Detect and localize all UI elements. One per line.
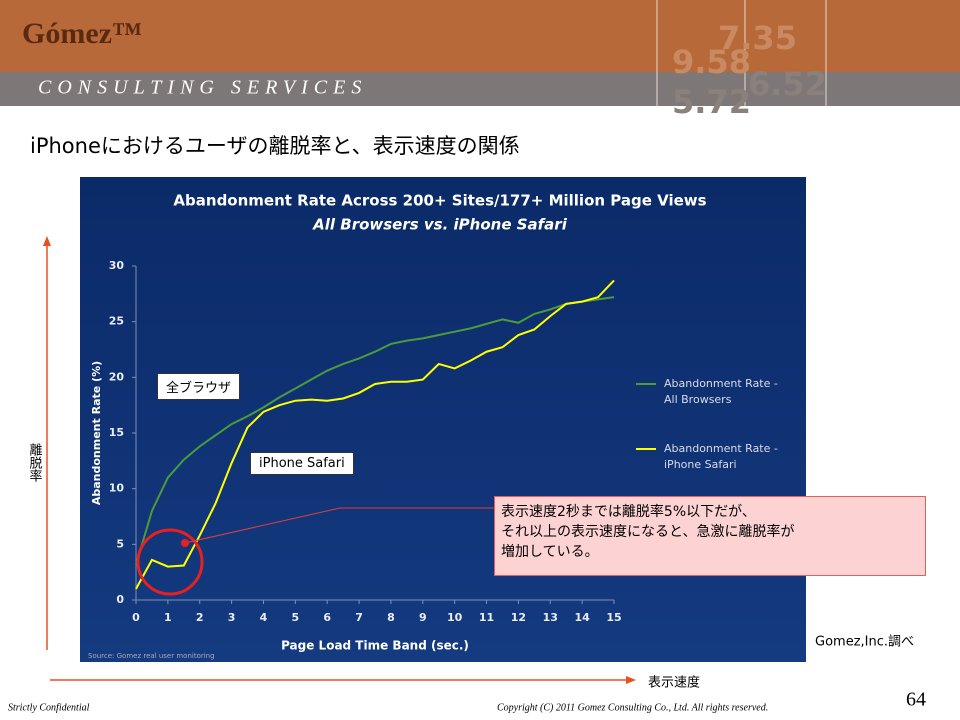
y-tick-label: 30 — [109, 259, 125, 272]
legend-text: Abandonment Rate - All Browsers — [664, 377, 778, 406]
band-text: CONSULTING SERVICES — [38, 77, 367, 99]
chart-panel — [80, 177, 806, 662]
callout-line: それ以上の表示速度になると、急激に離脱率が — [501, 524, 795, 540]
y-arrow-label: 離脱率 — [27, 443, 43, 482]
series-line — [135, 296, 615, 565]
label-all: 全ブラウザ — [157, 373, 241, 400]
decor: 6.52 — [748, 65, 827, 103]
x-tick-label: 2 — [196, 611, 204, 624]
arrow-head — [43, 236, 51, 246]
chart-source: Source: Gomez real user monitoring — [88, 652, 215, 660]
y-tick-label: 5 — [116, 537, 124, 550]
label-iphone: iPhone Safari — [250, 452, 354, 475]
callout-line: 増加している。 — [501, 544, 599, 560]
arrow-head — [626, 676, 636, 684]
logo: Gómez™ — [22, 17, 142, 50]
x-tick-label: 8 — [387, 611, 395, 624]
chart-title: Abandonment Rate Across 200+ Sites/177+ … — [173, 192, 706, 210]
x-tick-label: 5 — [292, 611, 300, 624]
x-axis-label: Page Load Time Band (sec.) — [281, 639, 469, 653]
callout-dot — [181, 539, 189, 547]
x-tick-label: 15 — [606, 611, 621, 624]
y-tick-label: 15 — [109, 426, 124, 439]
decor: 7.35 — [718, 19, 797, 57]
y-tick-label: 25 — [109, 315, 124, 328]
decor-numbers: 7.35 9.58 6.52 5.72 — [672, 19, 827, 121]
x-tick-label: 4 — [260, 611, 268, 624]
decor: 9.58 — [672, 43, 751, 81]
x-tick-label: 14 — [574, 611, 590, 624]
x-tick-label: 3 — [228, 611, 236, 624]
y-tick-label: 20 — [109, 370, 125, 383]
x-tick-label: 0 — [132, 611, 140, 624]
callout-line — [184, 507, 494, 544]
x-tick-label: 1 — [164, 611, 172, 624]
page-number: 64 — [906, 689, 926, 711]
x-tick-label: 9 — [419, 611, 427, 624]
x-tick-label: 6 — [323, 611, 331, 624]
x-arrow-label: 表示速度 — [648, 675, 700, 691]
header-band — [0, 0, 960, 72]
chart-subtitle: All Browsers vs. iPhone Safari — [312, 216, 568, 234]
y-tick-label: 0 — [116, 593, 124, 606]
footer-center: Copyright (C) 2011 Gomez Consulting Co.,… — [497, 702, 768, 713]
x-tick-label: 13 — [543, 611, 558, 624]
x-tick-label: 10 — [447, 611, 463, 624]
x-tick-label: 11 — [479, 611, 494, 624]
callout: 表示速度2秒までは離脱率5%以下だが、 それ以上の表示速度になると、急激に離脱率… — [494, 496, 926, 576]
footer-left: Strictly Confidential — [8, 702, 90, 713]
series-line — [135, 279, 615, 590]
legend-text: Abandonment Rate - iPhone Safari — [664, 442, 778, 471]
sub-band — [0, 72, 960, 106]
y-axis-label: Abandonment Rate (%) — [90, 361, 103, 505]
decor: 5.72 — [672, 83, 751, 121]
callout-line: 表示速度2秒までは離脱率5%以下だが、 — [501, 504, 756, 520]
slide-title: iPhoneにおけるユーザの離脱率と、表示速度の関係 — [30, 134, 520, 158]
y-tick-label: 10 — [109, 482, 125, 495]
highlight-circle — [136, 528, 204, 596]
x-tick-label: 12 — [511, 611, 526, 624]
x-tick-label: 7 — [355, 611, 363, 624]
credit: Gomez,Inc.調べ — [815, 635, 914, 650]
